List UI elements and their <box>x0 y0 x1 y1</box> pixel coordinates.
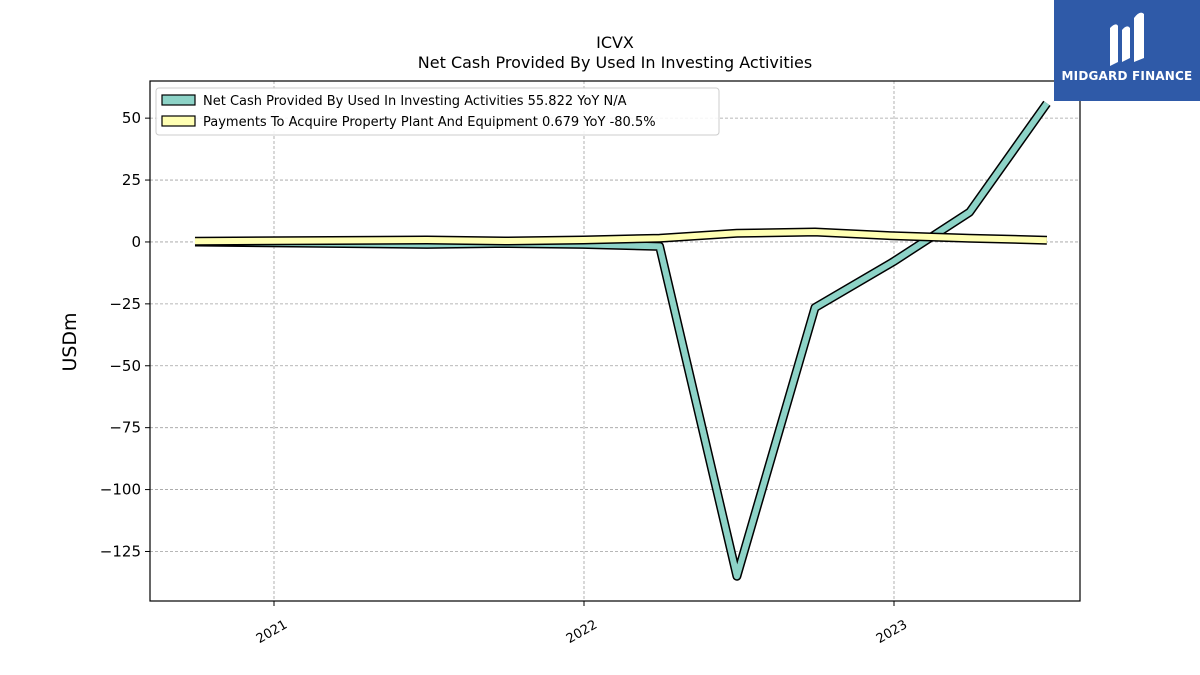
chart-title: ICVX <box>596 33 634 52</box>
legend-label-capex: Payments To Acquire Property Plant And E… <box>203 115 656 130</box>
x-tick-label: 2021 <box>254 617 290 647</box>
legend-label-net-cash: Net Cash Provided By Used In Investing A… <box>203 94 627 109</box>
series-lines <box>194 100 1051 581</box>
x-tick-label: 2022 <box>564 617 600 647</box>
legend-swatch-net-cash <box>161 94 196 106</box>
chart-subtitle: Net Cash Provided By Used In Investing A… <box>418 53 812 72</box>
series-0-outline <box>194 100 1051 581</box>
plot-frame <box>149 80 1081 602</box>
y-tick-label: 0 <box>131 233 141 251</box>
series-1 <box>194 227 1048 246</box>
y-tick-label: −125 <box>100 542 141 560</box>
y-axis-label: USDm <box>59 312 81 371</box>
series-1-line <box>194 229 1047 245</box>
legend: Net Cash Provided By Used In Investing A… <box>155 87 720 136</box>
logo-mark-icon <box>1110 12 1144 66</box>
y-tick-label: −75 <box>109 419 141 437</box>
legend-box <box>155 87 720 136</box>
legend-swatch-capex <box>161 115 196 127</box>
y-tick-label: 50 <box>122 109 141 127</box>
series-0 <box>194 100 1051 581</box>
series-0-line <box>194 101 1050 580</box>
y-axis-ticks: 50 25 0 −25 −50 −75 −100 −125 <box>100 109 150 560</box>
y-tick-label: −25 <box>109 295 141 313</box>
brand-logo: MIDGARD FINANCE <box>1054 0 1200 101</box>
y-tick-label: 25 <box>122 171 141 189</box>
logo-text: MIDGARD FINANCE <box>1061 69 1193 83</box>
x-axis-ticks: 2021 2022 2023 <box>254 601 910 647</box>
y-tick-label: −50 <box>109 357 141 375</box>
x-tick-label: 2023 <box>874 617 910 647</box>
y-tick-label: −100 <box>100 481 141 499</box>
grid-lines <box>150 81 1080 601</box>
